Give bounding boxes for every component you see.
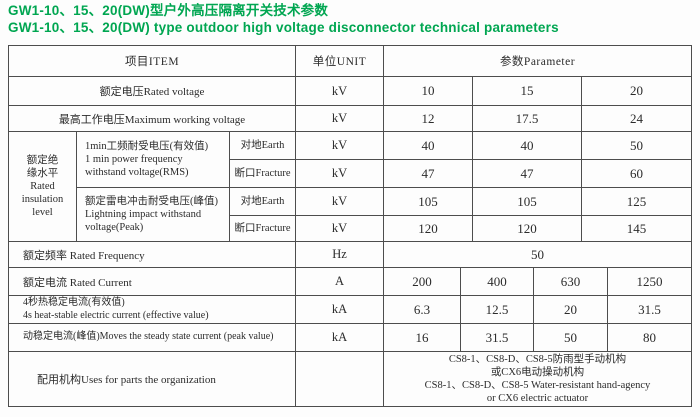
param-value-cell: 1250 [636, 273, 663, 289]
param-value-cell: 6.3 [384, 296, 461, 323]
table-row-mechanism: 配用机构Uses for parts the organization CS8-… [9, 352, 691, 406]
param-value-cell: 12 [384, 106, 473, 131]
param-value-cell: 40 [473, 132, 582, 159]
unit-cell: kV [296, 132, 384, 159]
param-value-cell: 400 [461, 268, 534, 295]
max-working-voltage-unit: kV [296, 106, 384, 131]
unit-cell: kV [296, 188, 384, 215]
fracture-label: 断口Fracture [230, 216, 296, 241]
power-frequency-withstand-block: 1min工频耐受电压(有效值) 1 min power frequency wi… [77, 132, 691, 188]
rated-current-label: 额定电流 Rated Current [9, 268, 296, 295]
table-row-heat-stable-current: 4秒热稳定电流(有效值) 4s heat-stable electric cur… [9, 296, 691, 324]
param-value-cell: 47 [384, 160, 473, 187]
earth-label: 对地Earth [230, 132, 296, 159]
param-value-cell: 120 [473, 216, 582, 241]
unit-cell: kV [296, 216, 384, 241]
table-row-dynamic-stable-current: 动稳定电流(峰值)Moves the steady state current … [9, 324, 691, 352]
param-value-cell: 60 [630, 165, 643, 181]
rated-voltage-label: 额定电压Rated voltage [9, 77, 296, 105]
power-frequency-fracture-row: 断口Fracture kV 47 47 60 [230, 160, 691, 187]
param-value-cell: 50 [534, 324, 608, 351]
lightning-impact-desc: 额定雷电冲击耐受电压(峰值) Lightning impact withstan… [77, 188, 230, 241]
param-value-cell: 20 [630, 83, 643, 98]
param-value-cell: 10 [384, 77, 473, 105]
param-value-cell: 47 [473, 160, 582, 187]
param-value-cell: 630 [534, 268, 608, 295]
heat-stable-current-unit: kA [296, 296, 384, 323]
param-value-cell: 31.5 [638, 301, 661, 317]
param-value-cell: 120 [384, 216, 473, 241]
param-value-cell: 15 [473, 77, 582, 105]
rated-frequency-label: 额定频率 Rated Frequency [9, 242, 296, 267]
fracture-label: 断口Fracture [230, 160, 296, 187]
table-header-row: 项目ITEM 单位UNIT 参数Parameter [9, 46, 691, 77]
title-line-chinese: GW1-10、15、20(DW)型户外高压隔离开关技术参数 [8, 3, 329, 18]
rated-frequency-value: 50 [531, 246, 544, 262]
dynamic-stable-current-unit: kA [296, 324, 384, 351]
table-row-rated-voltage: 额定电压Rated voltage kV 10 15 20 [9, 77, 691, 106]
header-unit-cell: 单位UNIT [296, 46, 384, 76]
rated-frequency-unit: Hz [296, 242, 384, 267]
mechanism-unit [296, 352, 384, 406]
param-value-cell: 31.5 [461, 324, 534, 351]
heat-stable-current-label: 4秒热稳定电流(有效值) 4s heat-stable electric cur… [9, 296, 296, 323]
table-section-rated-insulation-level: 额定绝 缘水平 Rated insulation level 1min工频耐受电… [9, 132, 691, 242]
lightning-impact-withstand-block: 额定雷电冲击耐受电压(峰值) Lightning impact withstan… [77, 188, 691, 241]
lightning-fracture-row: 断口Fracture kV 120 120 145 [230, 216, 691, 241]
param-value-cell: 40 [384, 132, 473, 159]
param-value-cell: 17.5 [473, 106, 582, 131]
param-value-cell: 125 [626, 193, 647, 209]
table-row-rated-current: 额定电流 Rated Current A 200 400 630 1250 [9, 268, 691, 296]
param-value-cell: 24 [630, 110, 643, 126]
param-value-cell: 105 [384, 188, 473, 215]
param-value-cell: 145 [626, 220, 647, 236]
param-value-cell: 16 [384, 324, 461, 351]
rated-current-unit: A [296, 268, 384, 295]
mechanism-label: 配用机构Uses for parts the organization [9, 352, 296, 406]
param-value-cell: 20 [534, 296, 608, 323]
rated-voltage-unit: kV [296, 77, 384, 105]
unit-cell: kV [296, 160, 384, 187]
max-working-voltage-label: 最高工作电压Maximum working voltage [9, 106, 296, 131]
mechanism-value: CS8-1、CS8-D、CS8-5防雨型手动机构 或CX6电动操动机构 CS8-… [424, 354, 651, 404]
earth-label: 对地Earth [230, 188, 296, 215]
insulation-group-label: 额定绝 缘水平 Rated insulation level [9, 132, 77, 241]
table-row-max-working-voltage: 最高工作电压Maximum working voltage kV 12 17.5… [9, 106, 691, 132]
param-value-cell: 50 [630, 137, 643, 153]
header-parameter-cell: 参数Parameter [499, 56, 576, 68]
power-frequency-earth-row: 对地Earth kV 40 40 50 [230, 132, 691, 160]
insulation-subrows: 1min工频耐受电压(有效值) 1 min power frequency wi… [77, 132, 691, 241]
page-title: GW1-10、15、20(DW)型户外高压隔离开关技术参数 GW1-10、15、… [8, 3, 696, 36]
param-value-cell: 80 [643, 329, 656, 345]
param-value-cell: 200 [384, 268, 461, 295]
lightning-earth-row: 对地Earth kV 105 105 125 [230, 188, 691, 216]
header-item-cell: 项目ITEM [9, 46, 296, 76]
dynamic-stable-current-label: 动稳定电流(峰值)Moves the steady state current … [9, 324, 296, 351]
title-line-english: GW1-10、15、20(DW) type outdoor high volta… [8, 19, 559, 35]
power-frequency-desc: 1min工频耐受电压(有效值) 1 min power frequency wi… [77, 132, 230, 187]
table-row-rated-frequency: 额定频率 Rated Frequency Hz 50 [9, 242, 691, 268]
param-value-cell: 12.5 [461, 296, 534, 323]
technical-parameters-table: 项目ITEM 单位UNIT 参数Parameter 额定电压Rated volt… [8, 45, 692, 407]
param-value-cell: 105 [473, 188, 582, 215]
